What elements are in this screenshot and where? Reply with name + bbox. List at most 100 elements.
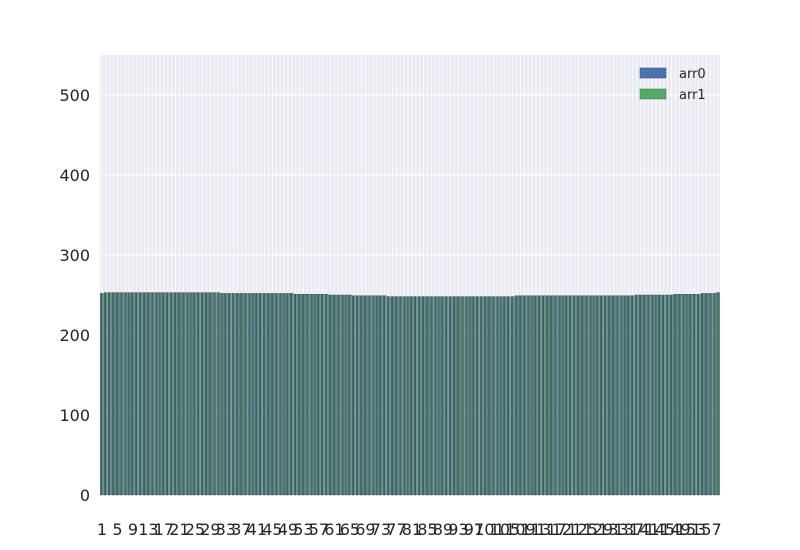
bar-arr1 [458,296,461,496]
bar-arr0 [421,296,424,496]
bar-arr0 [658,294,661,496]
bar-arr0 [472,296,475,496]
bar-arr1 [694,294,697,496]
bar-arr0 [448,296,451,496]
bar-arr0 [491,296,494,496]
bar-arr0 [518,295,521,496]
bar-arr0 [406,296,409,496]
bar-arr1 [411,296,414,496]
bar-arr0 [596,295,599,496]
bar-arr1 [698,294,701,496]
bar-arr0 [173,292,176,496]
bar-arr0 [646,294,649,496]
bar-arr0 [487,296,490,496]
bar-arr1 [349,294,352,496]
bar-arr0 [495,296,498,496]
bar-arr1 [233,293,236,496]
bar-arr1 [214,292,217,496]
x-tick-label: 97 [464,520,484,539]
bar-arr1 [291,293,294,496]
bar-arr1 [322,294,325,496]
bar-arr0 [623,295,626,496]
bar-arr0 [336,294,339,496]
bar-arr0 [123,292,126,496]
bar-arr0 [615,295,618,496]
bar-arr1 [547,295,550,496]
bar-arr0 [456,296,459,496]
bar-arr0 [293,294,296,496]
x-tick-label: 21 [169,520,189,539]
x-tick-label: 5 [112,520,122,539]
bar-arr0 [212,292,215,496]
bar-arr1 [245,293,248,496]
bar-arr1 [605,295,608,496]
bar-arr1 [601,295,604,496]
bar-arr1 [493,296,496,496]
y-tick-label: 0 [80,486,90,505]
bar-arr1 [489,296,492,496]
bar-arr1 [357,295,360,496]
x-tick-label: 53 [293,520,313,539]
bar-arr0 [708,293,711,496]
bar-arr0 [146,292,149,496]
bar-arr0 [115,292,118,496]
bar-arr1 [132,292,135,496]
y-tick-label: 200 [59,326,90,345]
bar-arr1 [400,296,403,496]
bar-arr0 [541,295,544,496]
bar-arr1 [590,295,592,496]
x-tick-label: 45 [262,520,282,539]
bar-arr0 [561,295,564,496]
bar-arr1 [520,295,523,496]
bar-arr0 [627,295,630,496]
bar-arr0 [464,296,467,496]
bar-arr1 [644,294,647,496]
bar-arr1 [171,292,174,496]
y-tick-label: 300 [59,246,90,265]
bar-arr0 [468,296,471,496]
bar-arr0 [355,295,358,496]
bar-arr1 [690,294,693,496]
bar-arr0 [169,292,172,496]
bar-arr1 [113,292,116,496]
bar-arr0 [712,293,715,496]
bar-arr0 [200,292,203,496]
legend-label-arr1: arr1 [679,88,706,103]
bar-arr1 [272,293,275,496]
x-tick-label: 65 [340,520,360,539]
bar-arr1 [384,295,387,496]
bar-arr1 [338,294,341,496]
bar-arr0 [696,294,699,496]
bar-arr1 [249,293,251,496]
legend-swatch-arr0 [639,67,667,79]
bar-arr1 [187,292,189,496]
bar-arr0 [402,296,405,496]
bar-arr0 [510,296,513,496]
bar-arr1 [531,295,534,496]
bar-arr0 [321,294,323,496]
y-tick-label: 500 [59,86,90,105]
bar-arr0 [650,294,653,496]
bar-arr0 [197,292,199,496]
bar-arr0 [425,296,428,496]
bar-arr0 [363,295,366,496]
bar-arr1 [388,296,391,496]
bar-arr0 [150,292,153,496]
bar-arr1 [466,296,468,496]
bar-arr1 [353,295,356,496]
bar-arr1 [260,293,263,496]
bar-arr0 [576,295,579,496]
bar-arr0 [662,294,664,496]
bar-arr1 [497,296,499,496]
bar-arr1 [392,296,395,496]
bar-arr1 [683,294,685,496]
bar-arr1 [295,294,298,496]
bar-arr0 [572,295,575,496]
bar-arr0 [348,294,351,496]
bar-arr0 [693,294,695,496]
bar-arr1 [140,292,143,496]
bar-arr1 [516,295,519,496]
y-tick-label: 100 [59,406,90,425]
bar-arr1 [508,296,511,496]
bar-arr1 [648,294,651,496]
